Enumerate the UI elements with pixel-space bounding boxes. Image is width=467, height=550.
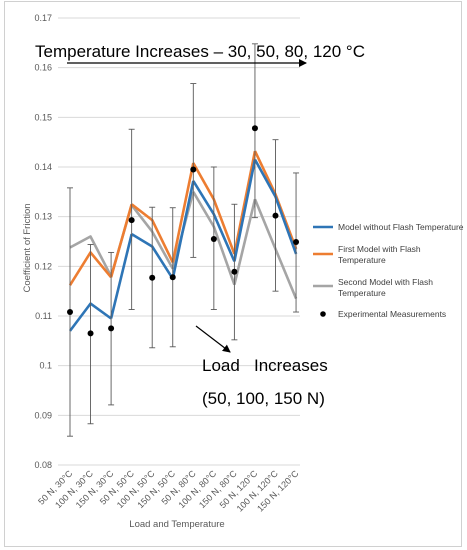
legend-label-model-without-flash: Model without Flash Temperature bbox=[338, 222, 464, 232]
measurement-points bbox=[67, 125, 300, 337]
series-connector-0 bbox=[233, 159, 257, 262]
load-annotation-line2: (50, 100, 150 N) bbox=[202, 389, 325, 408]
error-bars bbox=[67, 43, 300, 437]
chart-frame bbox=[4, 1, 462, 547]
measurement-point bbox=[210, 236, 217, 243]
measurement-point bbox=[272, 212, 279, 219]
y-tick-label: 0.17 bbox=[34, 13, 52, 23]
y-tick-labels: 0.08 0.09 0.1 0.11 0.12 0.13 0.14 0.15 0.16 0.17 bbox=[34, 13, 52, 470]
y-tick-label: 0.1 bbox=[39, 361, 52, 371]
legend: Model without Flash Temperature First Mo… bbox=[313, 222, 464, 319]
measurement-point bbox=[231, 268, 238, 275]
measurement-point bbox=[67, 309, 73, 316]
gridlines bbox=[58, 17, 300, 466]
y-tick-label: 0.09 bbox=[34, 410, 52, 420]
series-connector-1 bbox=[171, 162, 195, 263]
series-connector-1 bbox=[233, 150, 257, 255]
measurement-point bbox=[108, 325, 115, 332]
legend-label-first-model: First Model with Flash Temperature bbox=[338, 244, 421, 265]
temperature-annotation: Temperature Increases – 30, 50, 80, 120 … bbox=[35, 42, 365, 61]
measurement-point bbox=[251, 125, 258, 132]
load-arrow bbox=[195, 325, 231, 353]
x-axis-title: Load and Temperature bbox=[129, 519, 224, 530]
y-tick-label: 0.08 bbox=[34, 460, 52, 470]
legend-label-experimental: Experimental Measurements bbox=[338, 309, 446, 319]
series-connector-0 bbox=[171, 180, 195, 280]
series-connector-2 bbox=[233, 198, 257, 286]
y-tick-label: 0.11 bbox=[35, 311, 52, 321]
y-tick-label: 0.13 bbox=[34, 212, 52, 222]
measurement-point bbox=[190, 166, 197, 173]
y-tick-label: 0.15 bbox=[34, 112, 52, 122]
y-axis-title: Coefficient of Friction bbox=[22, 203, 33, 292]
measurement-point bbox=[293, 238, 300, 245]
measurement-point bbox=[149, 274, 156, 281]
y-tick-label: 0.12 bbox=[34, 261, 52, 271]
series-connector-0 bbox=[109, 233, 133, 319]
legend-label-second-model: Second Model with Flash Temperature bbox=[338, 277, 433, 298]
measurement-point bbox=[128, 217, 135, 224]
series-lines bbox=[68, 150, 298, 332]
y-tick-label: 0.16 bbox=[34, 63, 52, 73]
y-tick-label: 0.14 bbox=[34, 162, 52, 172]
measurement-point bbox=[87, 330, 94, 337]
legend-marker-experimental bbox=[320, 311, 326, 317]
series-line-2 bbox=[69, 235, 113, 277]
series-connector-1 bbox=[109, 203, 133, 278]
measurement-point bbox=[169, 274, 176, 281]
load-annotation-line1: Load Increases bbox=[202, 356, 328, 375]
